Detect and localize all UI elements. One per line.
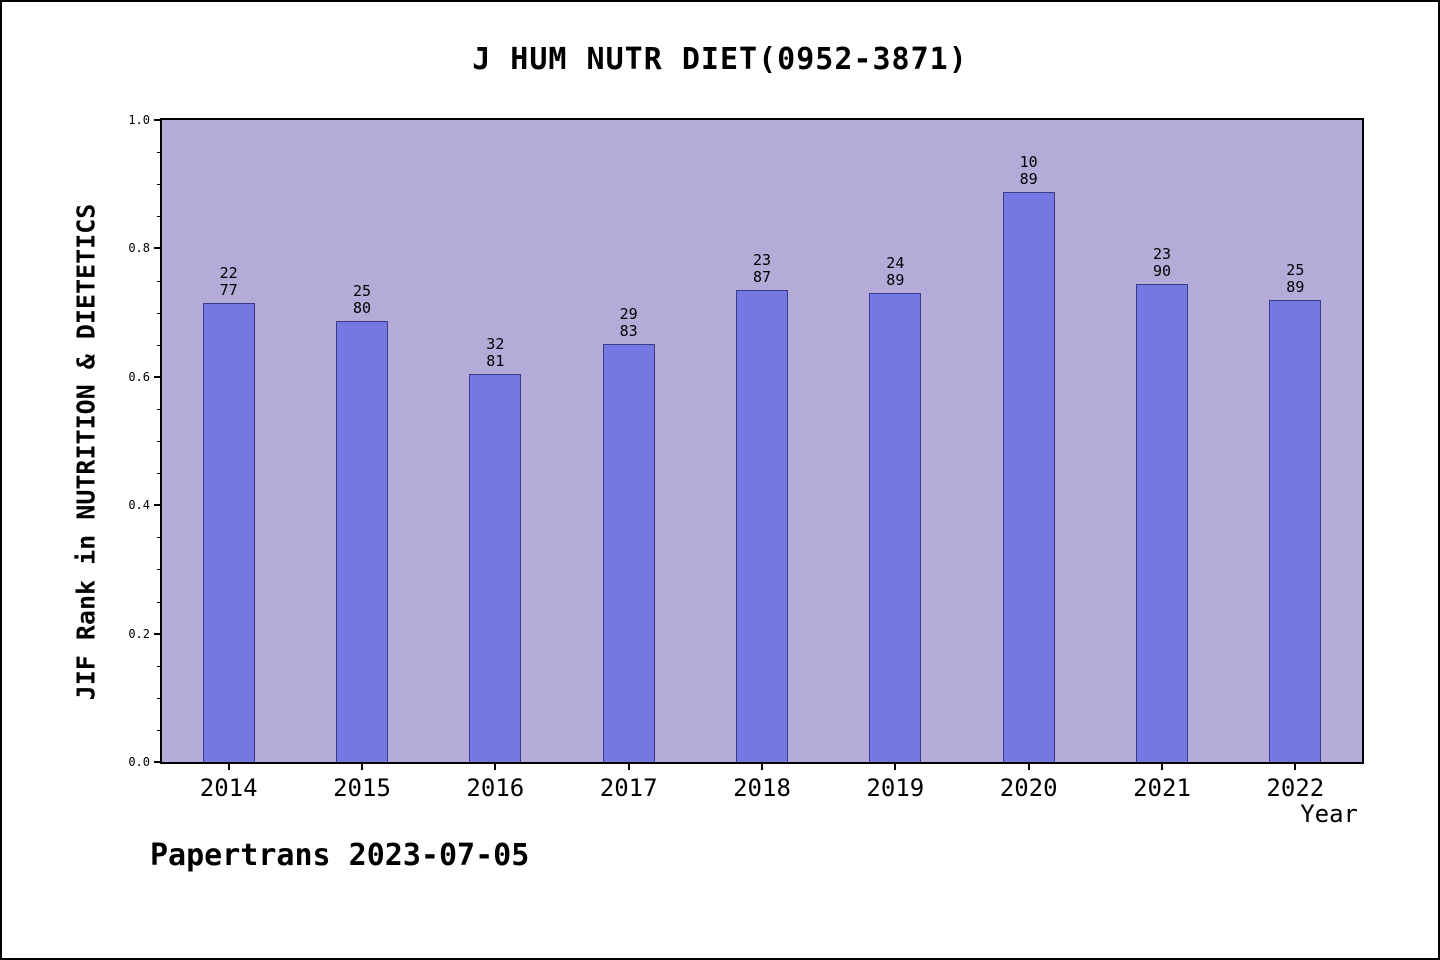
x-major-tick [227,762,230,770]
y-minor-tick [157,729,162,731]
y-minor-tick [157,312,162,314]
x-major-tick [1294,762,1297,770]
x-tick-label-2021: 2021 [1133,774,1191,802]
x-major-tick [627,762,630,770]
bar-value-label-2022: 25 89 [1286,261,1305,297]
x-tick-label-2016: 2016 [466,774,525,802]
y-minor-tick [157,537,162,539]
x-major-tick [494,762,497,770]
bar-2015 [336,320,388,762]
y-major-tick [154,375,162,378]
y-tick-label: 0.4 [128,498,150,513]
x-tick-label-2022: 2022 [1266,774,1325,802]
y-minor-tick [157,280,162,282]
x-major-tick [1027,762,1030,770]
y-major-tick [154,504,162,507]
y-minor-tick [157,441,162,442]
x-major-tick [1161,762,1163,770]
y-major-tick [154,761,162,763]
y-minor-tick [157,665,162,667]
bar-value-label-2019: 24 89 [886,254,905,290]
y-major-tick [154,119,162,121]
x-tick-label-2020: 2020 [999,774,1058,802]
y-tick-label: 1.0 [128,113,150,127]
y-minor-tick [157,697,162,699]
bar-2014 [202,303,255,762]
bar-value-label-2018: 23 87 [752,250,772,286]
y-axis-label: JIF Rank in NUTRITION & DIETETICS [71,203,101,701]
bar-2018 [736,289,788,762]
y-tick-label: 0.8 [128,241,150,256]
bar-2017 [602,344,655,762]
x-major-tick [761,762,763,770]
y-tick-label: 0.0 [128,755,150,769]
y-major-tick [154,247,162,250]
bar-value-label-2021: 23 90 [1152,245,1172,281]
watermark-text: Papertrans 2023-07-05 [150,838,530,873]
y-minor-tick [157,152,162,154]
bar-value-label-2016: 32 81 [486,334,505,370]
bar-2021 [1136,284,1188,762]
x-major-tick [894,762,897,770]
bar-value-label-2015: 25 80 [352,281,372,317]
y-tick-label: 0.6 [128,369,150,384]
y-major-tick [154,632,162,635]
plot-area: 22 77 25 80 32 81 29 83 23 87 24 89 10 89 23 90… [160,118,1364,764]
bar-2019 [869,293,922,762]
bar-value-label-2017: 29 83 [619,305,638,341]
y-minor-tick [157,473,162,475]
y-minor-tick [157,344,162,346]
chart-title: J HUM NUTR DIET(0952-3871) [472,42,968,77]
y-minor-tick [157,601,162,603]
bar-value-label-2014: 22 77 [219,264,238,300]
x-axis-label: Year [1300,800,1358,828]
y-minor-tick [157,569,162,571]
bar-2016 [469,373,522,762]
bar-2022 [1269,300,1322,762]
x-tick-label-2015: 2015 [333,774,391,802]
x-tick-label-2019: 2019 [866,774,925,802]
x-tick-label-2018: 2018 [733,774,791,802]
y-tick-label: 0.2 [128,626,150,641]
y-minor-tick [157,216,162,218]
y-minor-tick [157,184,162,186]
bar-value-label-2020: 10 89 [1019,153,1038,189]
y-minor-tick [157,408,162,410]
bar-2020 [1002,192,1055,762]
x-tick-label-2014: 2014 [199,774,258,802]
x-major-tick [361,762,363,770]
x-tick-label-2017: 2017 [599,774,658,802]
